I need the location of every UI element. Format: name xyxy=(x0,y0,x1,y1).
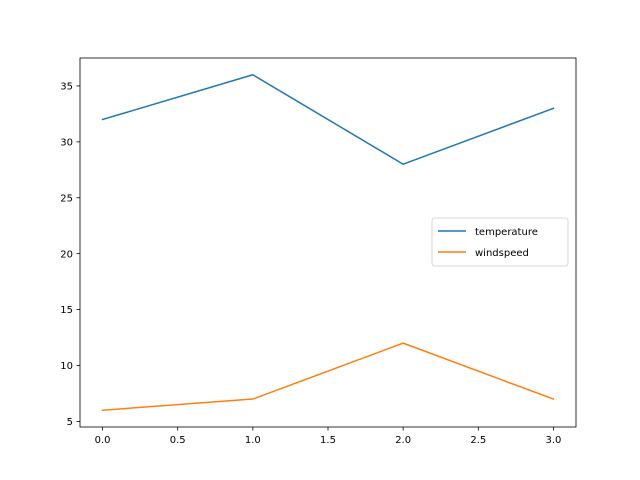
series-line-windspeed xyxy=(101,342,555,412)
x-tick-label: 2.0 xyxy=(395,435,411,446)
y-tick-label: 5 xyxy=(67,417,73,428)
x-tick-label: 1.5 xyxy=(320,435,336,446)
x-tick-label: 1.0 xyxy=(245,435,261,446)
x-tick-label: 3.0 xyxy=(546,435,562,446)
x-tick-label: 0.0 xyxy=(95,435,111,446)
legend-box xyxy=(431,217,569,267)
x-tick-label: 0.5 xyxy=(170,435,186,446)
series-line-temperature xyxy=(101,74,555,165)
legend: temperature windspeed xyxy=(431,217,569,267)
legend-label-temperature: temperature xyxy=(475,227,538,238)
y-tick-label: 20 xyxy=(60,249,73,260)
y-axis: 5 10 15 20 25 30 35 xyxy=(60,82,80,428)
y-tick-label: 35 xyxy=(60,82,73,93)
y-tick-label: 30 xyxy=(60,137,73,148)
y-tick-label: 25 xyxy=(60,193,73,204)
legend-label-windspeed: windspeed xyxy=(475,248,529,259)
y-tick-label: 15 xyxy=(60,305,73,316)
y-tick-label: 10 xyxy=(60,361,73,372)
series-layer xyxy=(101,74,555,412)
x-tick-label: 2.5 xyxy=(470,435,486,446)
x-axis: 0.0 0.5 1.0 1.5 2.0 2.5 3.0 xyxy=(95,427,562,446)
